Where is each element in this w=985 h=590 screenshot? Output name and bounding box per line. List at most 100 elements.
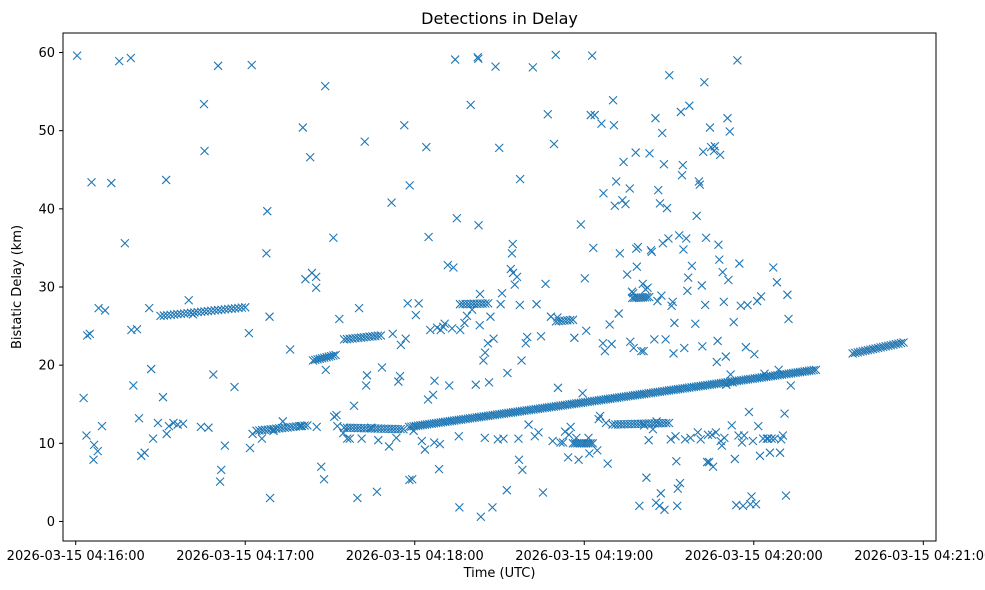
detection-marker <box>240 302 250 312</box>
detection-marker <box>305 152 315 162</box>
detection-marker <box>640 292 650 302</box>
detection-marker <box>899 338 908 347</box>
detection-marker <box>230 382 239 392</box>
detection-marker <box>454 503 464 512</box>
detection-marker <box>569 333 579 343</box>
detection-marker <box>79 393 89 403</box>
detection-marker <box>366 423 376 433</box>
detection-marker <box>673 484 683 494</box>
detection-marker <box>883 341 893 351</box>
detection-marker <box>710 141 720 151</box>
detection-marker <box>480 433 490 443</box>
detection-marker <box>476 512 486 522</box>
detection-marker <box>536 331 546 341</box>
detection-marker <box>678 160 688 170</box>
detection-marker <box>262 249 271 258</box>
detection-marker <box>215 477 225 486</box>
detection-marker <box>679 245 688 254</box>
detection-marker <box>666 435 676 444</box>
detection-marker <box>701 233 711 243</box>
detection-marker <box>454 431 464 441</box>
y-tick-label: 50 <box>38 124 55 139</box>
detection-marker <box>694 177 704 186</box>
x-tick-label: 2026-03-15 04:21:00 <box>854 549 985 564</box>
detection-marker <box>85 329 95 339</box>
detection-marker <box>494 143 504 153</box>
detection-marker <box>634 501 644 511</box>
detection-marker <box>855 347 865 357</box>
detection-marker <box>216 465 226 475</box>
detection-marker <box>89 440 99 450</box>
detection-marker <box>587 51 597 61</box>
y-axis-label: Bistatic Delay (km) <box>10 225 25 349</box>
detection-marker <box>594 414 604 424</box>
detection-marker <box>763 434 773 444</box>
detection-marker <box>576 220 586 229</box>
detection-marker <box>514 455 524 465</box>
detection-marker <box>622 270 632 279</box>
detection-marker <box>692 211 702 221</box>
detection-marker <box>449 263 458 272</box>
detection-marker <box>601 418 611 428</box>
detection-marker <box>484 377 494 387</box>
detection-marker <box>247 60 257 70</box>
detection-marker <box>434 464 444 474</box>
detection-marker <box>144 303 154 313</box>
detection-marker <box>737 438 747 447</box>
detection-marker <box>876 343 886 352</box>
detection-marker <box>551 50 561 60</box>
detection-marker <box>572 438 582 448</box>
detection-marker <box>543 109 553 119</box>
detection-marker <box>443 260 453 270</box>
detection-marker <box>425 325 435 335</box>
detection-marker <box>328 351 338 360</box>
detection-marker <box>411 310 421 320</box>
detection-marker <box>717 441 727 451</box>
detection-marker <box>338 428 348 438</box>
detection-marker <box>659 159 669 169</box>
detection-marker <box>387 198 396 207</box>
detection-marker <box>244 328 254 338</box>
detection-marker <box>734 259 744 268</box>
detection-marker <box>778 431 788 440</box>
detection-marker <box>809 365 819 375</box>
detection-marker <box>651 113 660 123</box>
detection-marker <box>696 435 706 444</box>
detection-marker <box>647 247 657 257</box>
x-tick-label: 2026-03-15 04:16:00 <box>7 549 145 564</box>
detection-marker <box>662 203 672 213</box>
detection-marker <box>480 299 490 308</box>
detection-marker <box>114 56 124 66</box>
detection-marker <box>429 438 439 447</box>
chart-title: Detections in Delay <box>421 9 578 28</box>
detection-marker <box>708 462 718 472</box>
detection-marker <box>751 499 761 509</box>
detection-marker <box>153 418 163 428</box>
detection-marker <box>158 392 168 402</box>
detection-marker <box>728 377 737 387</box>
detection-marker <box>878 342 888 352</box>
detection-marker <box>311 272 321 282</box>
detection-marker <box>503 368 512 378</box>
detection-marker <box>372 487 382 497</box>
detection-marker <box>768 263 778 272</box>
detection-marker <box>715 150 725 160</box>
detection-marker <box>655 501 664 511</box>
detection-marker <box>349 401 359 411</box>
detection-marker <box>760 369 769 379</box>
detection-marker <box>285 345 295 354</box>
detection-marker <box>396 340 406 350</box>
detection-marker <box>775 448 785 458</box>
detection-marker <box>460 318 469 328</box>
detection-marker <box>120 238 130 248</box>
detection-marker <box>723 113 732 123</box>
detection-marker <box>508 239 518 249</box>
detection-marker <box>100 306 110 315</box>
detection-marker <box>639 420 649 430</box>
detection-marker <box>578 388 587 398</box>
detection-marker <box>97 421 107 431</box>
detection-marker <box>128 381 138 390</box>
detection-marker <box>483 338 493 348</box>
detection-marker <box>677 170 687 180</box>
detection-marker <box>629 343 639 353</box>
